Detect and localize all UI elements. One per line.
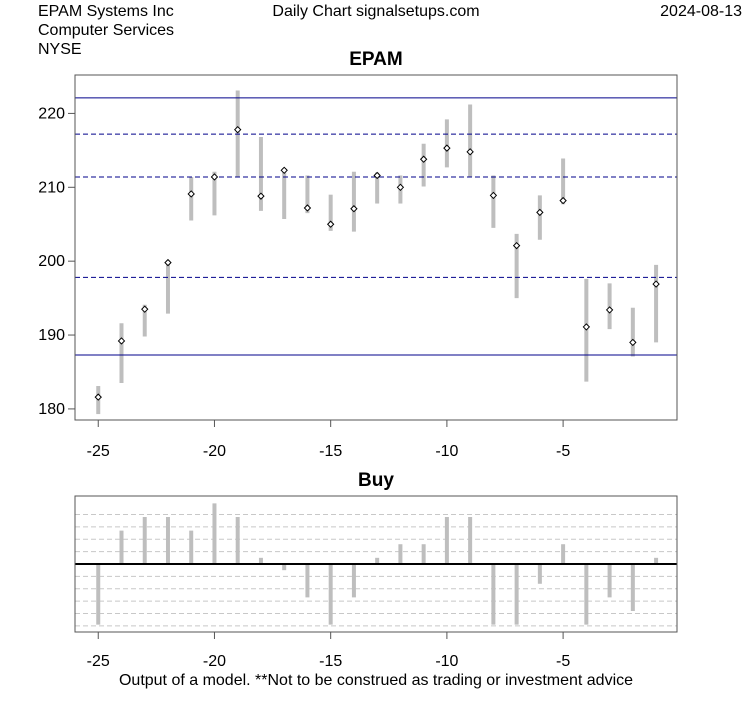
x-tick-label: -10 [435,653,458,670]
x-tick-label: -5 [556,653,570,670]
disclaimer-text: Output of a model. **Not to be construed… [119,672,633,689]
close-marker [257,192,265,200]
close-marker [233,125,242,134]
sector-label: Computer Services [38,22,175,39]
close-marker [303,204,312,212]
chart-date: 2024-08-13 [660,3,742,20]
signal-plot-frame [74,495,678,633]
x-tick-label: -20 [203,653,226,670]
signal-chart-title: Buy [358,470,394,491]
y-tick-label: 210 [38,179,65,196]
y-tick-label: 180 [38,401,65,418]
signal-panel: -25 -20 -15 -10 -5 [74,495,678,670]
close-marker [94,393,102,401]
close-marker [117,337,126,345]
price-panel: 180 190 200 210 220 -25 -20 -15 -10 -5 [38,74,678,460]
close-marker [443,144,451,152]
close-marker [536,208,544,217]
price-plot-frame [74,74,678,421]
exchange-label: NYSE [38,41,82,58]
close-marker [187,190,195,198]
x-tick-label: -20 [203,443,226,460]
x-tick-label: -15 [319,653,342,670]
y-tick-label: 200 [38,253,65,270]
y-tick-label: 220 [38,105,65,122]
close-marker [210,173,219,181]
close-marker [419,155,428,163]
x-tick-label: -15 [319,443,342,460]
company-name: EPAM Systems Inc [38,3,174,20]
close-marker [489,191,498,200]
close-marker [373,171,381,180]
y-tick-label: 190 [38,327,65,344]
price-chart-title: EPAM [349,49,402,70]
x-tick-label: -25 [87,443,110,460]
close-marker [326,220,335,228]
close-marker [164,258,172,267]
close-marker [605,306,614,314]
close-marker [141,305,149,313]
x-tick-label: -5 [556,443,570,460]
close-marker [652,280,660,288]
x-tick-label: -10 [435,443,458,460]
close-marker [582,323,591,331]
close-marker [629,338,637,347]
close-marker [559,196,567,205]
chart-source: Daily Chart signalsetups.com [272,3,480,20]
close-marker [512,241,521,250]
close-marker [280,166,288,175]
x-tick-label: -25 [87,653,110,670]
close-marker [466,148,474,156]
close-marker [396,183,405,191]
close-marker [350,205,358,213]
